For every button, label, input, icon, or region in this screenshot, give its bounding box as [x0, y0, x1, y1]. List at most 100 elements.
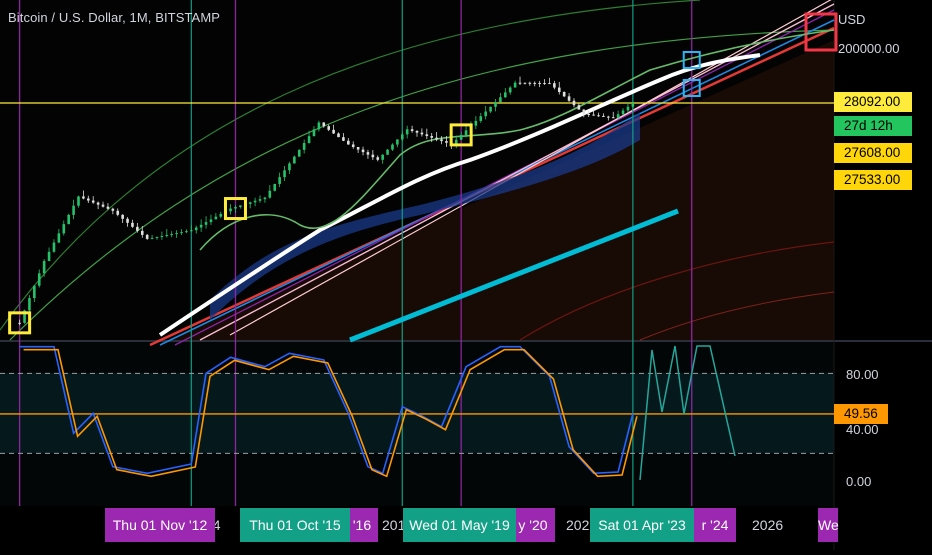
candle-2019.83-body — [430, 136, 434, 138]
marker-red-box — [804, 12, 838, 52]
candle-2014.08-body — [91, 200, 95, 203]
candle-2017.83-body — [312, 129, 316, 137]
candle-2022.92-body — [611, 117, 615, 119]
candle-2017.00-body — [263, 197, 267, 200]
candle-2019.33-body — [400, 134, 404, 140]
price-tag-3: 27533.00 — [834, 170, 912, 190]
candle-2022.50-body — [587, 113, 591, 115]
candle-2015.00-body — [145, 234, 149, 239]
candle-2022.00-body — [557, 87, 561, 92]
white-trend-line — [158, 53, 761, 337]
candle-2017.25-body — [278, 177, 281, 184]
candle-2019.00-body — [381, 154, 384, 160]
candle-2023.08-body — [621, 110, 625, 115]
candle-2015.42-body — [170, 234, 174, 236]
candle-2018.92-body — [376, 157, 380, 160]
x-tick-3: 2026 — [752, 517, 784, 533]
osc-current-tag: 49.56 — [834, 404, 888, 424]
candle-2023.25-body — [631, 103, 635, 107]
candle-2018.75-body — [366, 152, 370, 155]
candle-2021.00-body — [499, 97, 502, 103]
candle-2019.92-body — [435, 137, 438, 140]
candle-2013.50-body — [57, 233, 61, 243]
candle-2022.75-body — [602, 115, 605, 117]
candle-2015.33-body — [165, 235, 169, 237]
candle-2015.67-body — [185, 231, 188, 233]
price-axis-currency: USD — [838, 12, 866, 27]
candle-2015.75-body — [190, 230, 193, 232]
channel-purple-line — [174, 9, 835, 346]
candle-2015.58-body — [180, 232, 183, 234]
candle-2018.58-body — [356, 147, 360, 150]
green-ma-line — [199, 29, 835, 251]
candle-2015.17-body — [155, 236, 159, 238]
candle-2020.42-body — [464, 130, 468, 136]
candle-2021.92-body — [553, 83, 556, 88]
projection-box-0 — [682, 51, 701, 69]
x-marker-1: Thu 01 Oct '15 — [240, 508, 350, 542]
candle-2014.67-body — [126, 218, 129, 223]
candle-2013.58-body — [62, 224, 66, 234]
candle-2017.67-body — [302, 142, 306, 150]
candle-2015.83-body — [194, 227, 198, 231]
osc-tick-2: 0.00 — [846, 474, 872, 489]
candle-2018.67-body — [361, 149, 365, 153]
candle-2014.00-body — [87, 198, 90, 201]
candle-2014.92-body — [140, 230, 144, 235]
x-marker-2: Wed 01 May '19 — [403, 508, 516, 542]
candle-2016.58-body — [239, 205, 242, 207]
candle-2013.83-body — [77, 196, 80, 206]
x-partial-marker-2: r '24 — [694, 508, 736, 542]
candle-2020.08-body — [445, 141, 448, 143]
candle-2021.58-body — [533, 82, 537, 84]
candle-2016.17-body — [214, 216, 218, 220]
teal-trend-line — [349, 208, 679, 343]
candle-2014.42-body — [111, 208, 115, 211]
candle-2021.83-body — [548, 83, 551, 85]
candle-2022.17-body — [567, 96, 571, 101]
candle-2014.50-body — [116, 210, 120, 215]
candle-2019.17-body — [391, 144, 394, 150]
candle-2013.75-body — [72, 205, 75, 215]
candle-2019.75-body — [425, 134, 429, 137]
candle-2021.42-body — [523, 82, 527, 84]
candle-2015.92-body — [199, 224, 203, 228]
candle-2013.33-body — [47, 251, 51, 261]
chart-title: Bitcoin / U.S. Dollar, 1M, BITSTAMP — [8, 10, 221, 25]
projection-box-1 — [682, 79, 701, 97]
candle-2016.50-body — [234, 206, 237, 209]
candle-2018.25-body — [337, 133, 340, 138]
candle-2019.50-body — [410, 129, 414, 131]
candle-2012.83-body — [18, 322, 21, 324]
x-partial-marker-3: We — [818, 508, 839, 542]
candle-2017.75-body — [307, 136, 311, 143]
candle-2021.67-body — [538, 82, 541, 84]
candle-2017.50-body — [293, 156, 296, 164]
candle-2015.50-body — [175, 233, 178, 235]
x-partial-marker-1: y '20 — [511, 508, 555, 542]
channel-light-line — [229, 0, 832, 336]
candle-2014.75-body — [131, 222, 134, 227]
price-tag-0: 28092.00 — [834, 92, 912, 112]
candle-2016.75-body — [248, 202, 252, 204]
candle-2019.58-body — [415, 130, 419, 133]
candle-2022.42-body — [582, 109, 586, 114]
candle-2019.67-body — [420, 132, 424, 135]
candle-2023.17-body — [626, 106, 630, 111]
candle-2021.75-body — [543, 83, 546, 85]
candle-2013.17-body — [37, 273, 41, 286]
candle-2016.25-body — [219, 213, 223, 217]
candle-2017.08-body — [268, 190, 272, 198]
candle-2021.17-body — [508, 87, 512, 93]
candle-2023.00-body — [616, 114, 620, 118]
candle-2022.83-body — [607, 116, 610, 118]
candle-2018.17-body — [332, 129, 335, 134]
candle-2016.08-body — [209, 219, 213, 223]
candle-2022.08-body — [562, 91, 566, 97]
halving-box-2 — [449, 123, 473, 147]
candle-2020.92-body — [494, 102, 497, 107]
candle-2019.25-body — [396, 139, 399, 145]
candle-2014.58-body — [121, 214, 124, 219]
candle-2017.17-body — [273, 183, 277, 191]
